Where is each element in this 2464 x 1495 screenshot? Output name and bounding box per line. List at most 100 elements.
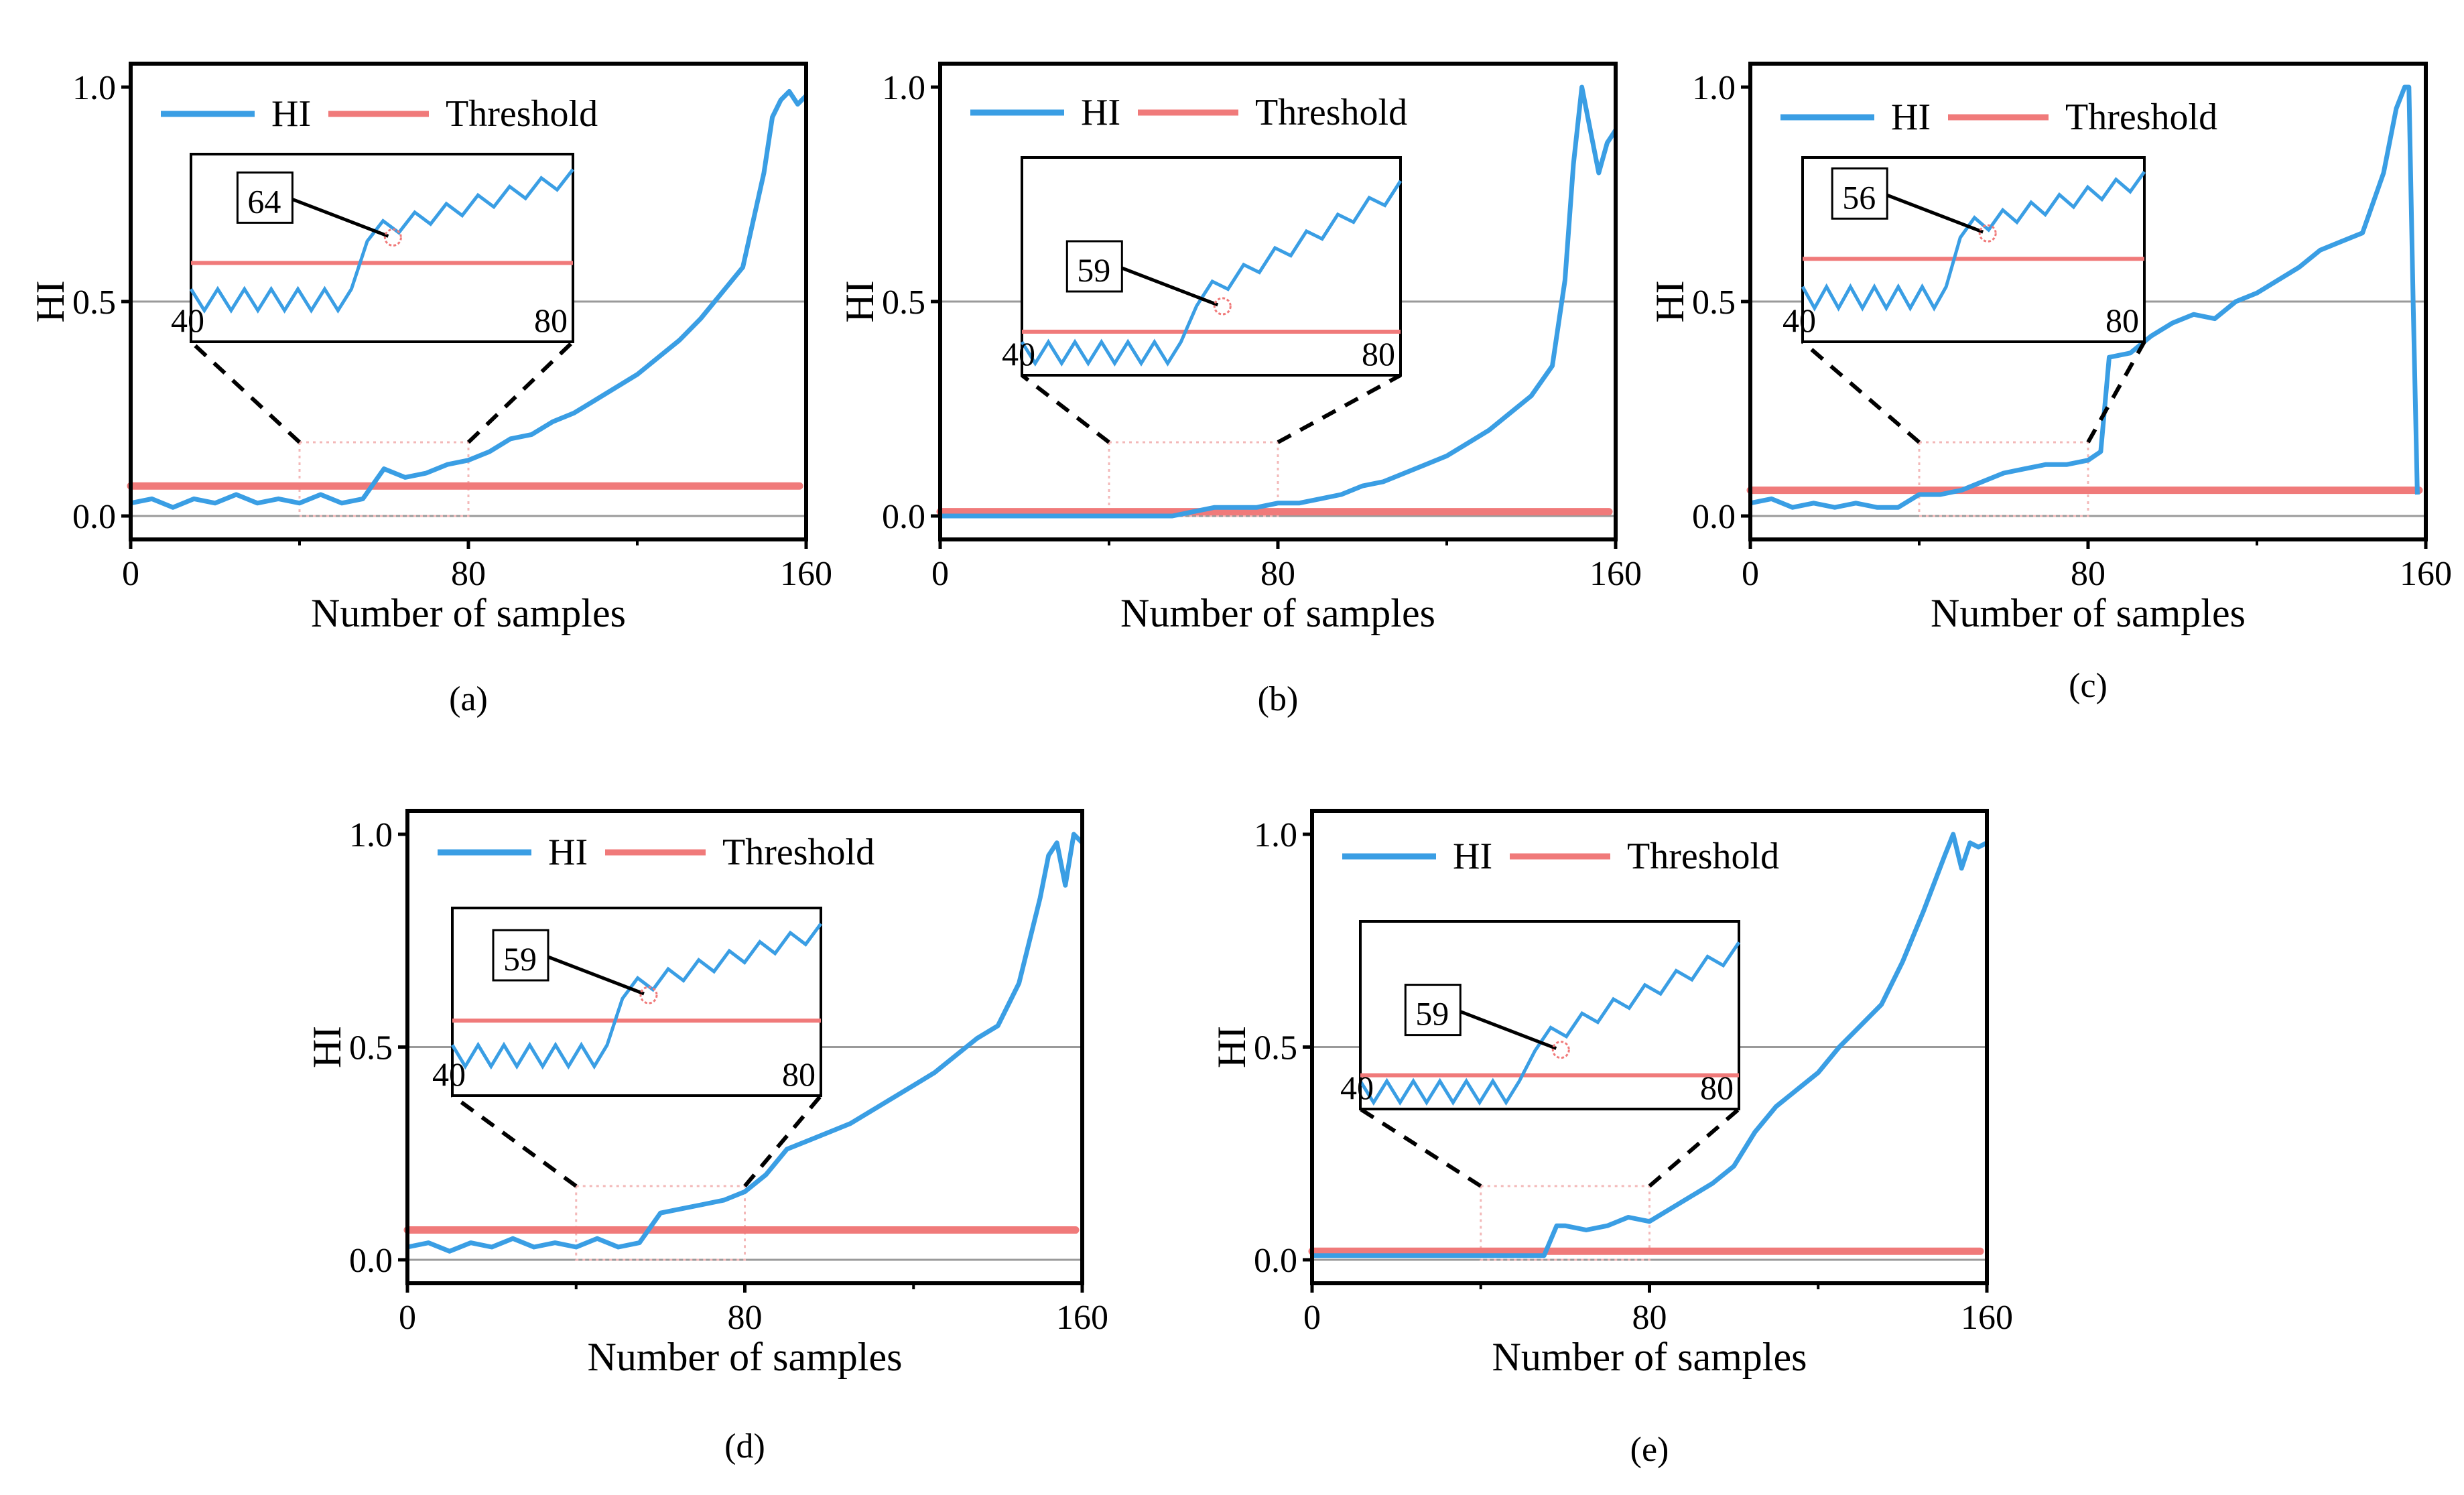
x-tick-label: 80 <box>451 555 486 593</box>
zoom-region <box>298 441 470 517</box>
legend-label-hi: HI <box>1081 92 1120 133</box>
panel-caption: (d) <box>724 1427 765 1466</box>
zoom-connector-right <box>743 1094 823 1187</box>
zoom-connector-left <box>1021 373 1110 444</box>
annotation-marker <box>639 986 658 1004</box>
legend-label-threshold: Threshold <box>1255 92 1407 133</box>
y-tick-label: 0.5 <box>72 283 116 322</box>
legend-label-hi: HI <box>271 93 311 135</box>
x-axis-label: Number of samples <box>311 591 626 635</box>
y-tick-label: 1.0 <box>72 69 116 107</box>
inset-hi-line <box>189 168 574 314</box>
y-tick-label: 1.0 <box>1692 69 1736 107</box>
y-tick-label: 0.5 <box>1254 1029 1297 1067</box>
annotation-marker <box>383 228 402 247</box>
annotation-box <box>492 929 549 982</box>
x-tick-label: 160 <box>1056 1299 1108 1337</box>
x-axis-label: Number of samples <box>588 1335 903 1379</box>
y-tick-label: 0.5 <box>882 283 925 322</box>
y-tick-label: 0.0 <box>72 498 116 536</box>
x-tick-label: 80 <box>1260 555 1295 593</box>
y-axis-label: HI <box>838 280 882 322</box>
panel-caption: (c) <box>2069 667 2108 705</box>
inset-tick-label: 40 <box>432 1055 466 1093</box>
inset-plot: 40 80 59 <box>1340 920 1741 1110</box>
panel-caption: (a) <box>449 680 488 718</box>
inset-tick-label: 40 <box>1782 302 1816 339</box>
annotation-label: 56 <box>1842 178 1876 216</box>
y-tick-label: 0.0 <box>349 1242 393 1280</box>
annotation-box <box>1831 167 1888 220</box>
zoom-region <box>1918 441 2089 517</box>
annotation-label: 59 <box>1415 995 1449 1033</box>
chart-panel-1: 40 80 64 0 80 160 0.0 0.5 1.0 Number of samples HI… <box>28 62 832 718</box>
hi-series-line <box>940 84 1618 519</box>
y-tick-label: 0.5 <box>349 1029 393 1067</box>
inset-tick-label: 40 <box>171 302 204 339</box>
annotation-arrow <box>547 955 645 996</box>
annotation-arrow <box>1886 193 1984 234</box>
y-tick-label: 1.0 <box>1254 816 1297 854</box>
inset-tick-label: 80 <box>534 302 568 339</box>
x-tick-label: 80 <box>1632 1299 1667 1337</box>
legend-label-threshold: Threshold <box>1627 836 1779 877</box>
x-tick-label: 160 <box>1590 555 1642 593</box>
y-tick-label: 0.0 <box>882 498 925 536</box>
legend-label-threshold: Threshold <box>2065 96 2217 138</box>
zoom-connector-right <box>1648 1107 1740 1188</box>
x-tick-label: 0 <box>399 1299 416 1337</box>
annotation-label: 59 <box>1077 251 1110 289</box>
y-axis-label: HI <box>1648 280 1692 322</box>
x-tick-label: 160 <box>780 555 832 593</box>
chart-panel-5: 40 80 59 0 80 160 0.0 0.5 1.0 Number of samples HI… <box>1210 809 2013 1469</box>
inset-hi-line <box>1358 941 1741 1106</box>
x-tick-label: 0 <box>122 555 139 593</box>
zoom-connector-left <box>451 1094 578 1188</box>
inset-plot: 40 80 59 <box>432 907 823 1097</box>
y-tick-label: 0.0 <box>1254 1242 1297 1280</box>
x-tick-label: 0 <box>931 555 949 593</box>
y-tick-label: 1.0 <box>882 69 925 107</box>
inset-plot: 40 80 64 <box>171 153 574 343</box>
annotation-label: 59 <box>503 940 537 978</box>
zoom-connector-right <box>1277 373 1402 444</box>
inset-tick-label: 80 <box>1700 1069 1734 1106</box>
hi-series-line <box>130 88 808 510</box>
x-tick-label: 0 <box>1303 1299 1321 1337</box>
annotation-arrow <box>1460 1010 1557 1050</box>
x-axis-label: Number of samples <box>1492 1335 1807 1379</box>
panel-caption: (e) <box>1630 1431 1669 1469</box>
zoom-connector-left <box>1359 1107 1482 1188</box>
y-tick-label: 0.0 <box>1692 498 1736 536</box>
x-tick-label: 80 <box>2071 555 2105 593</box>
annotation-label: 64 <box>247 182 281 220</box>
inset-tick-label: 80 <box>782 1055 816 1093</box>
chart-panel-4: 40 80 59 0 80 160 0.0 0.5 1.0 Number of samples HI… <box>305 809 1108 1466</box>
zoom-region <box>1108 441 1279 517</box>
inset-tick-label: 40 <box>1002 335 1035 373</box>
annotation-box <box>236 171 294 224</box>
panel-caption: (b) <box>1258 680 1299 718</box>
legend-label-threshold: Threshold <box>722 832 874 873</box>
annotation-arrow <box>1121 266 1219 307</box>
y-tick-label: 0.5 <box>1692 283 1736 322</box>
x-tick-label: 0 <box>1742 555 1759 593</box>
annotation-marker <box>1551 1041 1570 1059</box>
legend-label-hi: HI <box>1891 96 1931 138</box>
annotation-arrow <box>291 198 389 238</box>
y-tick-label: 1.0 <box>349 816 393 854</box>
inset-hi-line <box>1020 180 1403 367</box>
inset-plot: 40 80 56 <box>1782 156 2146 343</box>
annotation-marker <box>1213 297 1232 316</box>
x-axis-label: Number of samples <box>1931 591 2246 635</box>
inset-tick-label: 40 <box>1340 1069 1374 1106</box>
annotation-box <box>1065 240 1123 293</box>
annotation-marker <box>1978 224 1997 243</box>
zoom-connector-right <box>2086 340 2146 444</box>
legend-label-hi: HI <box>1453 836 1492 877</box>
chart-panel-3: 40 80 56 0 80 160 0.0 0.5 1.0 Number of samples HI… <box>1648 62 2452 705</box>
hi-series-line <box>407 832 1084 1254</box>
zoom-connector-left <box>189 340 302 444</box>
legend-label-hi: HI <box>548 832 588 873</box>
